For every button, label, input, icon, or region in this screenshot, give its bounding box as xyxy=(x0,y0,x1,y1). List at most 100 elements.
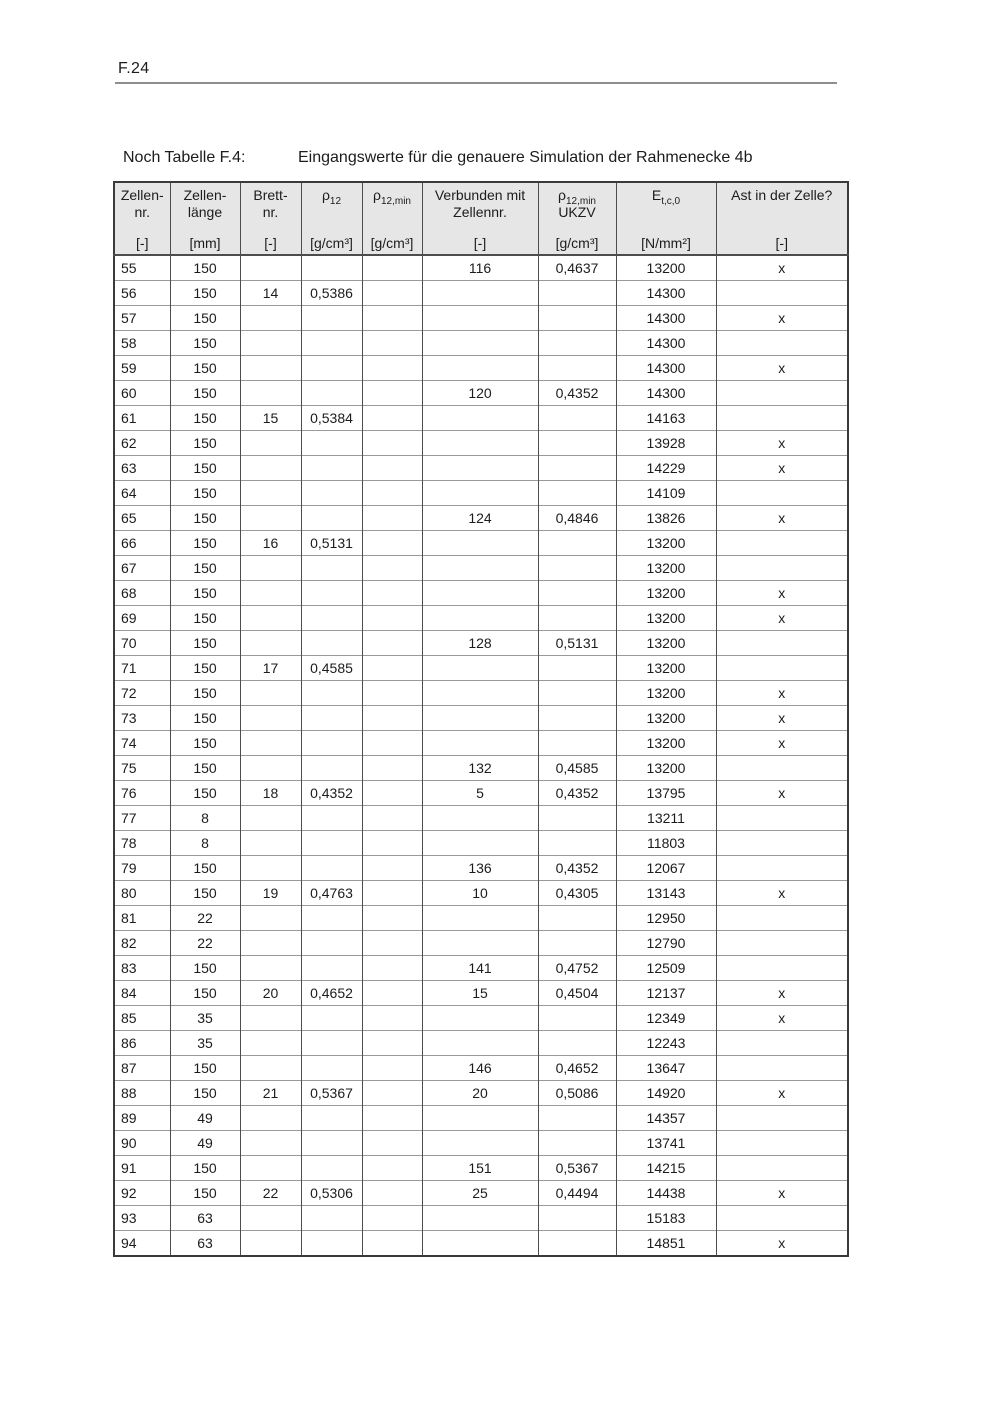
cell-rho12min xyxy=(361,1205,422,1231)
cell-rho12min xyxy=(361,380,422,406)
cell-rho12 xyxy=(300,254,362,281)
cell-rho12 xyxy=(300,755,362,781)
cell-ast-in-der-zelle: x xyxy=(715,730,848,756)
cell-zellen-nr: 72 xyxy=(114,680,170,706)
cell-zellen-nr: 82 xyxy=(114,930,170,956)
table-caption: Noch Tabelle F.4: Eingangswerte für die g… xyxy=(123,149,753,167)
cell-rho12min-ukzv: 0,4846 xyxy=(537,505,616,531)
cell-rho12min xyxy=(361,305,422,331)
cell-rho12min-ukzv xyxy=(537,905,616,931)
cell-brett-nr xyxy=(239,480,301,506)
cell-rho12min xyxy=(361,630,422,656)
cell-ast-in-der-zelle xyxy=(715,855,848,881)
cell-rho12 xyxy=(300,1130,362,1156)
cell-rho12 xyxy=(300,455,362,481)
cell-zellen-laenge: 150 xyxy=(169,355,240,381)
table-row: 65 150 124 0,4846 13826 x xyxy=(114,505,848,531)
cell-verbunden-mit-zellennr xyxy=(421,1030,538,1056)
cell-rho12min-ukzv xyxy=(537,730,616,756)
cell-zellen-nr: 62 xyxy=(114,430,170,456)
cell-verbunden-mit-zellennr: 5 xyxy=(421,780,538,806)
cell-rho12min xyxy=(361,905,422,931)
cell-rho12min xyxy=(361,1155,422,1181)
cell-brett-nr xyxy=(239,380,301,406)
cell-e-t-c-0: 13200 xyxy=(615,655,716,681)
cell-verbunden-mit-zellennr: 120 xyxy=(421,380,538,406)
table-row: 68 150 13200 x xyxy=(114,580,848,606)
cell-e-t-c-0: 13200 xyxy=(615,630,716,656)
cell-rho12min-ukzv xyxy=(537,705,616,731)
cell-e-t-c-0: 12790 xyxy=(615,930,716,956)
cell-e-t-c-0: 13143 xyxy=(615,880,716,906)
cell-e-t-c-0: 14109 xyxy=(615,480,716,506)
cell-zellen-nr: 67 xyxy=(114,555,170,581)
cell-brett-nr xyxy=(239,580,301,606)
cell-zellen-laenge: 150 xyxy=(169,630,240,656)
cell-zellen-laenge: 8 xyxy=(169,830,240,856)
cell-verbunden-mit-zellennr xyxy=(421,430,538,456)
cell-e-t-c-0: 13200 xyxy=(615,730,716,756)
cell-rho12min xyxy=(361,1080,422,1106)
table-row: 73 150 13200 x xyxy=(114,705,848,731)
cell-ast-in-der-zelle: x xyxy=(715,505,848,531)
cell-rho12min xyxy=(361,955,422,981)
cell-ast-in-der-zelle xyxy=(715,1030,848,1056)
cell-verbunden-mit-zellennr xyxy=(421,680,538,706)
cell-e-t-c-0: 12243 xyxy=(615,1030,716,1056)
cell-verbunden-mit-zellennr xyxy=(421,1130,538,1156)
table-row: 72 150 13200 x xyxy=(114,680,848,706)
cell-brett-nr xyxy=(239,1130,301,1156)
cell-zellen-laenge: 150 xyxy=(169,855,240,881)
cell-e-t-c-0: 13741 xyxy=(615,1130,716,1156)
cell-rho12min-ukzv: 0,4504 xyxy=(537,980,616,1006)
cell-rho12 xyxy=(300,605,362,631)
cell-zellen-laenge: 150 xyxy=(169,580,240,606)
cell-zellen-nr: 58 xyxy=(114,330,170,356)
cell-brett-nr xyxy=(239,755,301,781)
cell-ast-in-der-zelle: x xyxy=(715,605,848,631)
table-row: 86 35 12243 xyxy=(114,1030,848,1056)
table-row: 92 150 22 0,5306 25 0,4494 14438 x xyxy=(114,1180,848,1206)
cell-e-t-c-0: 14438 xyxy=(615,1180,716,1206)
cell-zellen-laenge: 150 xyxy=(169,980,240,1006)
col-header-zellen-nr: Zellen-nr. [-] xyxy=(114,182,170,256)
cell-rho12min-ukzv: 0,4352 xyxy=(537,855,616,881)
table-row: 71 150 17 0,4585 13200 xyxy=(114,655,848,681)
cell-zellen-nr: 56 xyxy=(114,280,170,306)
cell-rho12min xyxy=(361,755,422,781)
cell-rho12min xyxy=(361,605,422,631)
cell-e-t-c-0: 14300 xyxy=(615,280,716,306)
col-header-rho12min-ukzv: ρ12,min UKZV [g/cm³] xyxy=(537,182,616,256)
cell-zellen-nr: 64 xyxy=(114,480,170,506)
cell-brett-nr: 15 xyxy=(239,405,301,431)
cell-rho12: 0,4352 xyxy=(300,780,362,806)
cell-zellen-laenge: 49 xyxy=(169,1130,240,1156)
cell-zellen-nr: 61 xyxy=(114,405,170,431)
table-row: 57 150 14300 x xyxy=(114,305,848,331)
cell-zellen-laenge: 150 xyxy=(169,380,240,406)
cell-zellen-nr: 91 xyxy=(114,1155,170,1181)
cell-ast-in-der-zelle xyxy=(715,630,848,656)
cell-zellen-nr: 63 xyxy=(114,455,170,481)
cell-rho12min xyxy=(361,1005,422,1031)
cell-ast-in-der-zelle xyxy=(715,480,848,506)
cell-rho12min xyxy=(361,505,422,531)
cell-zellen-laenge: 150 xyxy=(169,730,240,756)
cell-e-t-c-0: 13200 xyxy=(615,705,716,731)
cell-verbunden-mit-zellennr xyxy=(421,1105,538,1131)
cell-rho12 xyxy=(300,830,362,856)
cell-rho12 xyxy=(300,930,362,956)
cell-ast-in-der-zelle xyxy=(715,530,848,556)
cell-e-t-c-0: 14300 xyxy=(615,355,716,381)
cell-rho12min-ukzv xyxy=(537,405,616,431)
cell-rho12 xyxy=(300,630,362,656)
cell-verbunden-mit-zellennr xyxy=(421,530,538,556)
cell-rho12 xyxy=(300,730,362,756)
col-header-ast-in-der-zelle: Ast in der Zelle? [-] xyxy=(715,182,848,256)
cell-e-t-c-0: 13200 xyxy=(615,555,716,581)
cell-zellen-nr: 57 xyxy=(114,305,170,331)
cell-rho12 xyxy=(300,855,362,881)
cell-zellen-nr: 80 xyxy=(114,880,170,906)
cell-rho12min-ukzv xyxy=(537,1105,616,1131)
cell-brett-nr xyxy=(239,605,301,631)
